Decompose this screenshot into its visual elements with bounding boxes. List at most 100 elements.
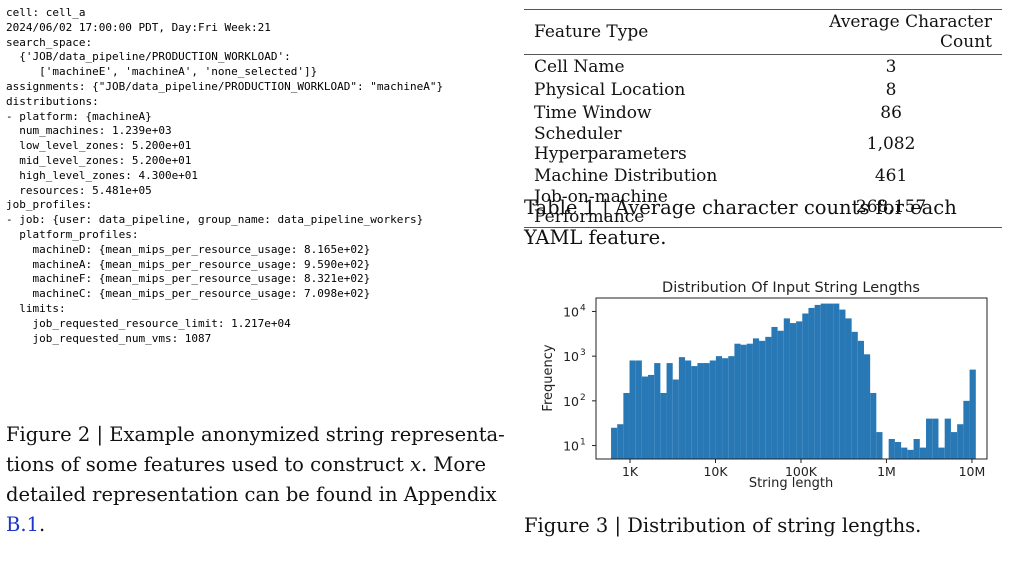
histogram-bar	[777, 330, 784, 459]
code-line: distributions:	[6, 94, 99, 108]
histogram-bar	[629, 360, 636, 459]
code-line: resources: 5.481e+05	[6, 183, 152, 197]
code-line: 2024/06/02 17:00:00 PDT, Day:Fri Week:21	[6, 20, 271, 34]
table1-cell-count: 268,157	[780, 187, 1002, 228]
y-tick-exponent: 3	[580, 348, 586, 358]
histogram-bar	[950, 432, 958, 459]
code-line: machineF: {mean_mips_per_resource_usage:…	[6, 272, 371, 286]
histogram-bar	[759, 340, 766, 459]
histogram-bar	[666, 363, 673, 459]
table1: Feature Type Average Character Count Cel…	[524, 9, 1002, 228]
y-axis-label: Frequency	[541, 344, 556, 411]
table1-cell-feature: Scheduler Hyperparameters	[534, 124, 687, 164]
histogram-bar	[894, 442, 902, 459]
y-tick-exponent: 2	[580, 393, 586, 403]
figure2-caption-text-2: . More detailed representation can be fo…	[6, 453, 497, 506]
histogram-bar	[926, 418, 933, 459]
histogram-bar	[839, 309, 846, 459]
code-line: machineA: {mean_mips_per_resource_usage:…	[6, 257, 371, 271]
x-tick-label: 10K	[703, 464, 728, 479]
histogram-bar	[969, 369, 976, 459]
histogram-bar	[944, 418, 951, 459]
histogram-bar	[913, 439, 920, 459]
code-line: cell: cell_a	[6, 6, 86, 19]
table1-caption: Table 1 | Average character counts for e…	[524, 196, 957, 249]
histogram-bar	[963, 400, 970, 459]
histogram-bar	[845, 318, 852, 459]
histogram-bar	[728, 356, 735, 459]
histogram-bar	[672, 379, 679, 459]
code-line: machineD: {mean_mips_per_resource_usage:…	[6, 242, 371, 256]
histogram-bar	[851, 331, 858, 459]
histogram-bar	[740, 344, 747, 459]
table1-cell-count: 1,082	[866, 134, 916, 154]
histogram-bar	[808, 307, 815, 459]
x-tick-label: 100K	[785, 464, 818, 479]
figure2-caption-end: .	[38, 513, 46, 536]
histogram-bar	[654, 363, 661, 459]
code-line: job_requested_num_vms: 1087	[6, 331, 212, 345]
appendix-link[interactable]: B.1	[6, 513, 39, 536]
histogram-bar	[678, 357, 686, 459]
y-tick-exponent: 1	[580, 438, 586, 448]
histogram-bar	[765, 336, 772, 459]
histogram-bar	[635, 360, 642, 459]
code-line: search_space:	[6, 35, 93, 49]
histogram-bar	[697, 363, 704, 459]
histogram-bar	[709, 360, 716, 459]
histogram-bar	[623, 392, 630, 459]
histogram-bar	[617, 424, 624, 459]
histogram-bar	[820, 303, 827, 459]
table1-cell-count: 3	[885, 56, 897, 77]
histogram-bar	[870, 392, 877, 459]
figure2-caption-variable: x	[410, 453, 422, 476]
code-line: machineC: {mean_mips_per_resource_usage:…	[6, 287, 371, 301]
x-axis: 1K 10K 100K 1M 10M	[622, 459, 985, 479]
histogram-bar	[932, 418, 939, 459]
histogram-bar	[802, 313, 809, 459]
y-tick-label: 10	[563, 439, 579, 454]
table1-cell-feature: Cell Name	[534, 56, 625, 77]
histogram-bar	[752, 338, 760, 459]
histogram-bar	[814, 304, 821, 459]
histogram-bars	[611, 303, 976, 459]
figure2-caption: Figure 2 | Example anonymized string rep…	[6, 420, 506, 540]
table1-cell-feature: Job-on-machine Performance	[524, 187, 781, 228]
y-tick-label: 10	[563, 394, 579, 409]
histogram-bar	[660, 392, 667, 459]
table-row: Cell Name 3	[524, 55, 1002, 79]
table1-header-row: Feature Type Average Character Count	[524, 9, 1002, 55]
table1-cell-feature: Physical Location	[534, 79, 686, 100]
figure3-caption: Figure 3 | Distribution of string length…	[524, 514, 922, 537]
histogram-bar	[648, 374, 655, 459]
code-line: job_profiles:	[6, 198, 93, 212]
code-line: low_level_zones: 5.200e+01	[6, 139, 192, 153]
x-tick-label: 1K	[622, 464, 639, 479]
histogram-bar	[957, 424, 964, 459]
code-line: platform_profiles:	[6, 227, 139, 241]
code-line: num_machines: 1.239e+03	[6, 124, 172, 138]
histogram-bar	[789, 323, 797, 459]
table1-cell-count: 8	[885, 79, 897, 100]
histogram-bar	[715, 356, 723, 459]
plot-frame	[595, 297, 988, 460]
table1-cell-count: 86	[880, 102, 902, 123]
table1-header-average-count: Average Character Count	[780, 9, 1002, 55]
histogram-bar	[691, 366, 698, 459]
table-row: Scheduler Hyperparameters 1,082	[524, 124, 1002, 164]
histogram-bar	[746, 343, 753, 459]
code-line: mid_level_zones: 5.200e+01	[6, 153, 192, 167]
code-line: - job: {user: data_pipeline, group_name:…	[6, 213, 424, 227]
table-row: Physical Location 8	[524, 78, 1002, 101]
histogram-bar	[703, 363, 710, 459]
y-tick-label: 10	[563, 349, 579, 364]
table-row: Time Window 86	[524, 101, 1002, 124]
code-line: - platform: {machineA}	[6, 109, 152, 123]
chart-title: Distribution Of Input String Lengths	[662, 280, 920, 296]
histogram-bar	[833, 303, 840, 459]
histogram-bar	[722, 358, 729, 459]
table-row: Machine Distribution 461	[524, 164, 1002, 187]
code-line: high_level_zones: 4.300e+01	[6, 168, 199, 182]
histogram-bar	[734, 343, 741, 459]
table1-cell-feature: Time Window	[534, 102, 652, 123]
